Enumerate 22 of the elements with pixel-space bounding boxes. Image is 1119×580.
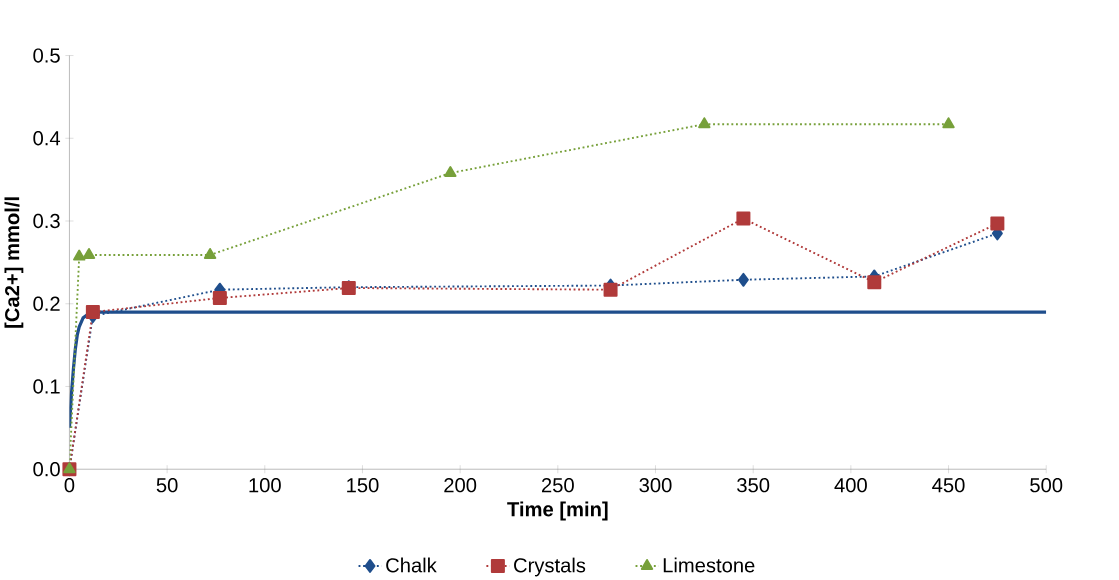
x-axis-title: Time [min] [507, 501, 608, 521]
y-tick-label: 0.2 [33, 296, 60, 312]
x-tick-label: 200 [444, 478, 477, 493]
y-tick-label: 0.3 [33, 214, 60, 229]
x-tick-label: 400 [834, 478, 867, 493]
legend-label: Limestone [663, 557, 755, 573]
y-tick-label: 0.4 [33, 131, 61, 146]
x-tick-label: 50 [156, 478, 178, 493]
legend-label: Crystals [514, 557, 586, 577]
x-tick-label: 350 [737, 478, 770, 493]
legend-label: Chalk [386, 557, 437, 573]
y-axis-title: [Ca2+] mmol/l [4, 197, 24, 328]
x-tick-label: 300 [639, 478, 672, 493]
x-tick-label: 100 [249, 478, 281, 493]
x-tick-label: 450 [932, 478, 965, 493]
x-tick-label: 250 [541, 478, 574, 493]
x-tick-label: 0 [64, 478, 75, 493]
y-tick-label: 0.5 [33, 48, 60, 63]
x-tick-label: 500 [1030, 478, 1063, 493]
y-tick-label: 0.1 [33, 379, 60, 394]
y-tick-label: 0.0 [33, 462, 60, 477]
x-tick-label: 150 [347, 478, 379, 493]
